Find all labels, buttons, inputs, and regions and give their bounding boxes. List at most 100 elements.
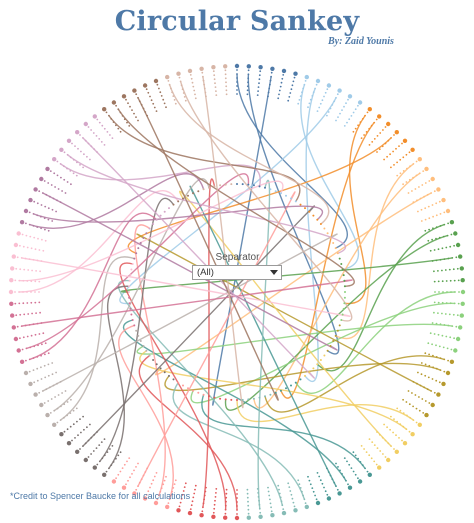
- sankey-spoke-dot: [182, 92, 185, 94]
- sankey-inner-node: [285, 387, 287, 390]
- sankey-inner-node: [159, 367, 162, 370]
- sankey-spoke-dot: [236, 89, 238, 91]
- sankey-spoke-dot: [49, 412, 52, 414]
- sankey-inner-node: [168, 207, 170, 210]
- sankey-inner-node: [139, 242, 142, 244]
- sankey-spoke-dot: [43, 364, 46, 367]
- sankey-node: [315, 78, 321, 84]
- sankey-spoke-dot: [149, 486, 151, 489]
- sankey-spoke-dot: [47, 229, 50, 232]
- sankey-spoke-dot: [30, 280, 33, 283]
- sankey-spoke-dot: [426, 388, 429, 391]
- sankey-spoke-dot: [376, 447, 379, 449]
- sankey-spoke-dot: [115, 477, 117, 480]
- sankey-spoke-dot: [96, 118, 99, 121]
- sankey-spoke-dot: [258, 503, 261, 506]
- sankey-spoke-dot: [450, 348, 453, 351]
- sankey-spoke-dot: [268, 494, 271, 497]
- sankey-spoke-dot: [138, 100, 141, 103]
- sankey-spoke-dot: [137, 119, 139, 122]
- sankey-inner-node: [247, 183, 250, 186]
- sankey-spoke-dot: [278, 492, 281, 495]
- sankey-spoke-dot: [247, 73, 250, 76]
- sankey-spoke-dot: [336, 93, 339, 96]
- sankey-spoke-dot: [36, 322, 39, 325]
- sankey-spoke-dot: [22, 302, 25, 305]
- sankey-inner-node: [342, 307, 345, 310]
- sankey-spoke-dot: [44, 239, 47, 242]
- sankey-spoke-dot: [416, 199, 418, 202]
- sankey-spoke-dot: [293, 76, 296, 79]
- sankey-spoke-dot: [435, 322, 438, 325]
- sankey-spoke-dot: [350, 467, 353, 469]
- sankey-spoke-dot: [402, 170, 405, 172]
- sankey-spoke-dot: [93, 433, 96, 436]
- sankey-inner-node: [219, 184, 222, 187]
- sankey-spoke-dot: [399, 409, 402, 412]
- separator-dropdown[interactable]: (All): [192, 265, 282, 280]
- sankey-spoke-dot: [26, 335, 29, 338]
- sankey-spoke-dot: [77, 434, 79, 437]
- sankey-node: [23, 208, 29, 214]
- sankey-spoke-dot: [158, 494, 160, 497]
- sankey-spoke-dot: [224, 504, 227, 507]
- sankey-spoke-dot: [246, 488, 249, 491]
- sankey-node: [326, 83, 332, 88]
- sankey-node: [258, 514, 263, 519]
- sankey-spoke-dot: [121, 467, 124, 469]
- sankey-spoke-dot: [35, 312, 37, 314]
- sankey-spoke-dot: [96, 151, 98, 153]
- sankey-spoke-dot: [288, 96, 291, 98]
- sankey-spoke-dot: [247, 77, 250, 80]
- sankey-link: [82, 137, 315, 379]
- sankey-spoke-dot: [25, 234, 28, 237]
- sankey-inner-node: [236, 399, 238, 401]
- sankey-spoke-dot: [100, 441, 103, 443]
- sankey-inner-node: [202, 188, 205, 191]
- sankey-spoke-dot: [117, 473, 120, 476]
- sankey-inner-node: [338, 257, 341, 260]
- sankey-spoke-dot: [189, 74, 192, 76]
- sankey-spoke-dot: [341, 473, 343, 475]
- sankey-spoke-dot: [145, 493, 148, 496]
- sankey-spoke-dot: [38, 280, 41, 283]
- sankey-spoke-dot: [153, 106, 156, 109]
- sankey-node: [258, 65, 263, 70]
- sankey-inner-node: [148, 354, 151, 357]
- sankey-spoke-dot: [32, 213, 35, 215]
- sankey-spoke-dot: [59, 201, 62, 204]
- sankey-spoke-dot: [171, 490, 174, 493]
- sankey-spoke-dot: [236, 493, 238, 495]
- sankey-spoke-dot: [378, 433, 381, 436]
- sankey-spoke-dot: [38, 391, 41, 394]
- separator-filter-label: Separator: [215, 252, 260, 263]
- sankey-spoke-dot: [354, 454, 357, 457]
- sankey-spoke-dot: [408, 178, 411, 181]
- sankey-node: [92, 465, 98, 470]
- sankey-spoke-dot: [172, 487, 175, 489]
- sankey-node: [234, 63, 240, 69]
- sankey-spoke-dot: [115, 124, 117, 127]
- sankey-spoke-dot: [352, 451, 355, 454]
- sankey-inner-node: [152, 359, 155, 361]
- sankey-spoke-dot: [382, 129, 384, 131]
- sankey-node: [176, 71, 181, 76]
- sankey-spoke-dot: [289, 92, 292, 94]
- sankey-spoke-dot: [343, 125, 346, 127]
- sankey-spoke-dot: [365, 451, 368, 453]
- sankey-spoke-dot: [203, 83, 206, 86]
- sankey-link: [236, 399, 414, 423]
- sankey-spoke-dot: [312, 91, 315, 94]
- sankey-spoke-dot: [289, 490, 292, 492]
- sankey-spoke-dot: [23, 268, 26, 271]
- sankey-spoke-dot: [90, 453, 92, 455]
- sankey-spoke-dot: [24, 257, 27, 260]
- sankey-node: [445, 208, 451, 214]
- sankey-spoke-dot: [257, 496, 260, 498]
- sankey-spoke-dot: [103, 454, 106, 457]
- sankey-spoke-dot: [433, 249, 436, 251]
- sankey-spoke-dot: [270, 71, 273, 74]
- sankey-inner-node: [326, 232, 329, 235]
- sankey-spoke-dot: [445, 302, 448, 304]
- sankey-spoke-dot: [395, 147, 397, 150]
